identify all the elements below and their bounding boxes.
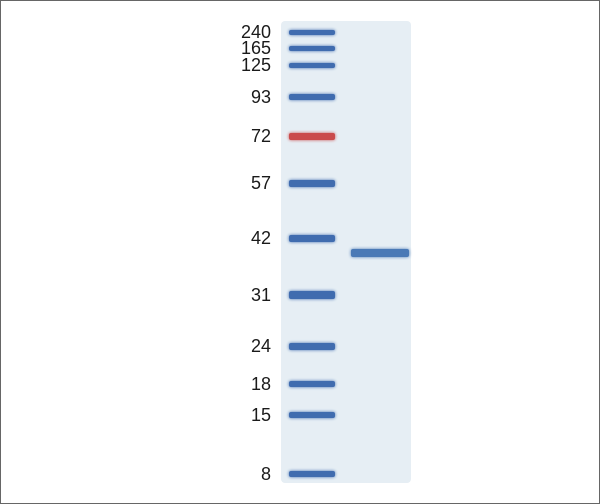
ladder-band [289, 291, 335, 299]
mw-label: 72 [231, 126, 271, 147]
mw-label: 8 [231, 464, 271, 485]
mw-label: 24 [231, 336, 271, 357]
mw-label: 93 [231, 87, 271, 108]
mw-label: 42 [231, 228, 271, 249]
ladder-band [289, 235, 335, 242]
mw-label: 125 [231, 55, 271, 76]
ladder-band [289, 180, 335, 187]
ladder-band [289, 412, 335, 418]
ladder-band [289, 30, 335, 35]
ladder-band [289, 133, 335, 140]
ladder-band [289, 471, 335, 477]
ladder-band [289, 63, 335, 68]
ladder-band [289, 381, 335, 387]
sample-band [351, 249, 409, 257]
mw-label: 18 [231, 374, 271, 395]
mw-label: 31 [231, 285, 271, 306]
ladder-band [289, 94, 335, 100]
ladder-band [289, 343, 335, 350]
mw-label: 15 [231, 405, 271, 426]
ladder-band [289, 46, 335, 51]
gel-figure: 24016512593725742312418158 [0, 0, 600, 504]
mw-label: 57 [231, 173, 271, 194]
